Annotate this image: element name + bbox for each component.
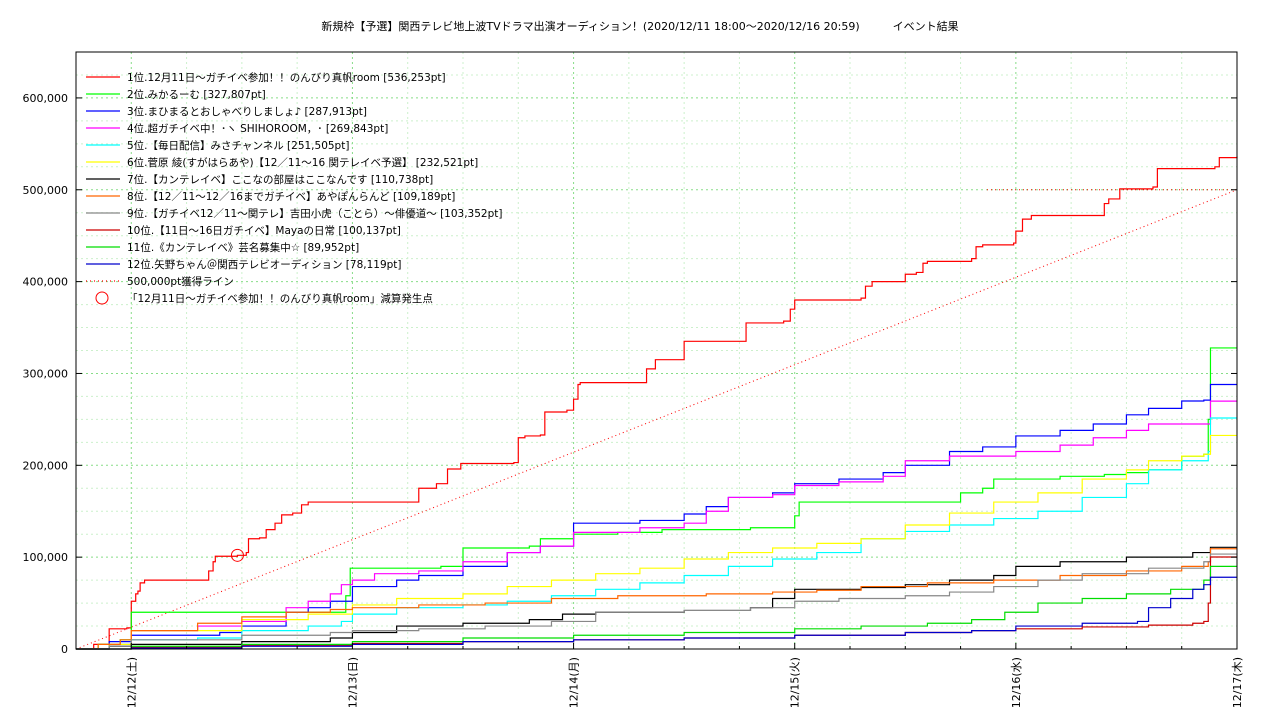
legend-label: 1位.12月11日～ガチイベ参加！！のんびり真帆room [536,253pt] [127,71,446,84]
series-line-8 [76,548,1237,650]
x-tick-label: 12/13(日) [346,657,359,708]
legend-label: 12位.矢野ちゃん＠関西テレビオーディション [78,119pt] [127,258,402,271]
y-tick-label: 400,000 [23,276,69,289]
marker-layer [230,548,244,562]
series-line-4 [76,400,1237,650]
plot-frame [75,51,1238,650]
series-line-1 [76,156,1238,650]
y-tick-label: 600,000 [23,92,69,105]
series-line-12 [76,576,1237,650]
legend-label: 3位.まひまるとおしゃべりしましょ♪ [287,913pt] [127,105,367,118]
reference-line-layer [75,189,1238,650]
x-tick-label: 12/17(木) [1231,657,1244,708]
legend-label: 「12月11日～ガチイベ参加！！のんびり真帆room」減算発生点 [127,292,433,305]
series-line-6 [76,434,1237,650]
legend-label: 9位.【ガチイベ12／11～関テレ】吉田小虎（ことら）～俳優道～ [103,35… [127,207,502,220]
y-tick-label: 500,000 [23,184,69,197]
penalty-marker [230,548,244,562]
x-tick-label: 12/15(火) [789,657,802,708]
series-line-3 [76,383,1237,650]
legend-label: 4位.超ガチイベ中！･ヽ SHIHOROOM，･ [269,843pt] [127,122,388,135]
legend-label: 8位.【12／11～12／16までガチイベ】あやぽんらんど [109,189pt… [127,190,455,203]
x-tick-label: 12/14(月) [568,657,581,708]
chart-title: 新規枠【予選】関西テレビ地上波TVドラマ出演オーディション！(2020/12/1… [321,20,959,33]
reference-line [75,189,1238,650]
legend-label: 10位.【11日～16日ガチイベ】Mayaの日常 [100,137pt] [127,224,401,237]
series-line-9 [76,553,1237,650]
y-tick-label: 200,000 [23,459,69,472]
legend-label: 2位.みかるーむ [327,807pt] [127,88,266,101]
series-layer [76,156,1238,650]
series-line-11 [76,565,1237,650]
legend-marker-swatch [95,291,109,305]
series-line-7 [76,546,1237,650]
y-tick-label: 0 [61,643,68,656]
legend-label: 6位.菅原 綾(すがはらあや)【12／11～16 関テレイベ予選】 [232,5… [127,156,478,169]
axes: 0 100,000 200,000 300,000 400,000 500,000 600,… [23,92,1245,708]
x-tick-label: 12/12(土) [125,657,138,708]
y-tick-label: 300,000 [23,367,69,380]
legend-label: 11位.《カンテレイベ》芸名募集中☆ [89,952pt] [127,241,359,254]
legend: 1位.12月11日～ガチイベ参加！！のんびり真帆room [536,253pt]… [86,71,502,305]
series-line-2 [76,347,1237,650]
legend-label: 7位.【カンテレイベ】ここなの部屋はここなんです [110,738pt] [127,173,433,186]
x-tick-label: 12/16(水) [1010,657,1023,708]
legend-label: 5位.【毎日配信】みさチャンネル [251,505pt] [127,139,349,152]
series-line-5 [76,417,1237,650]
legend-label: 500,000pt獲得ライン [127,275,234,288]
y-tick-label: 100,000 [23,551,69,564]
